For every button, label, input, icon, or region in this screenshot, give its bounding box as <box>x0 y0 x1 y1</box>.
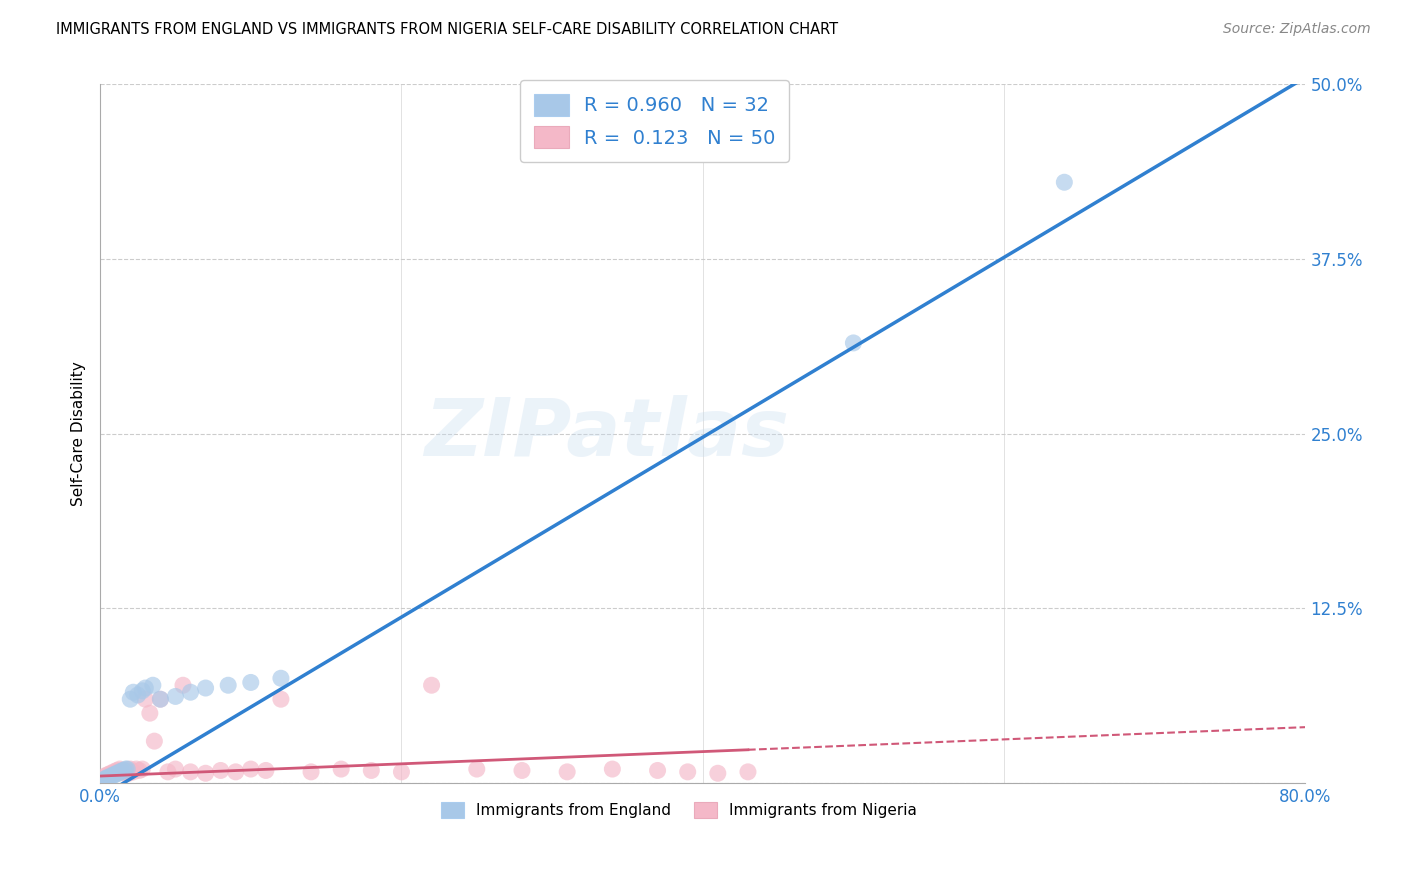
Point <box>114 764 136 778</box>
Y-axis label: Self-Care Disability: Self-Care Disability <box>72 361 86 506</box>
Point <box>194 681 217 695</box>
Point <box>842 335 865 350</box>
Point <box>510 764 533 778</box>
Point <box>108 762 131 776</box>
Point <box>97 767 120 781</box>
Point <box>165 762 187 776</box>
Point <box>360 764 382 778</box>
Point <box>254 764 277 778</box>
Point <box>149 692 172 706</box>
Point <box>270 692 292 706</box>
Point <box>100 766 122 780</box>
Point <box>217 678 239 692</box>
Point <box>97 771 120 785</box>
Point <box>239 762 262 776</box>
Point <box>111 764 134 778</box>
Point <box>139 706 162 721</box>
Point <box>91 772 114 786</box>
Point <box>96 771 118 785</box>
Text: ZIPatlas: ZIPatlas <box>423 395 789 473</box>
Point <box>270 671 292 685</box>
Point <box>134 692 156 706</box>
Point <box>647 764 669 778</box>
Point <box>120 762 142 776</box>
Point <box>104 767 127 781</box>
Point <box>172 678 194 692</box>
Point <box>112 764 135 778</box>
Point <box>107 764 129 779</box>
Point <box>142 678 165 692</box>
Point <box>100 769 122 783</box>
Point <box>127 688 149 702</box>
Point <box>110 764 132 779</box>
Point <box>103 764 125 779</box>
Point <box>180 685 202 699</box>
Point <box>165 690 187 704</box>
Point <box>122 764 145 779</box>
Point <box>98 771 121 785</box>
Point <box>117 764 139 779</box>
Point <box>737 764 759 779</box>
Point <box>128 764 150 778</box>
Point <box>93 772 115 786</box>
Point <box>602 762 624 776</box>
Point <box>131 683 153 698</box>
Point <box>107 766 129 780</box>
Point <box>194 766 217 780</box>
Point <box>103 767 125 781</box>
Point <box>156 764 179 779</box>
Point <box>209 764 232 778</box>
Point <box>555 764 578 779</box>
Point <box>1053 175 1076 189</box>
Point <box>108 764 131 779</box>
Point <box>93 769 115 783</box>
Point <box>122 685 145 699</box>
Point <box>707 766 730 780</box>
Point <box>420 678 443 692</box>
Point <box>131 762 153 776</box>
Text: IMMIGRANTS FROM ENGLAND VS IMMIGRANTS FROM NIGERIA SELF-CARE DISABILITY CORRELAT: IMMIGRANTS FROM ENGLAND VS IMMIGRANTS FR… <box>56 22 838 37</box>
Point <box>125 762 148 776</box>
Point <box>299 764 322 779</box>
Point <box>676 764 699 779</box>
Point <box>239 675 262 690</box>
Point <box>112 766 135 780</box>
Point <box>96 772 118 786</box>
Point <box>105 764 128 778</box>
Point <box>101 769 124 783</box>
Point <box>225 764 247 779</box>
Point <box>391 764 413 779</box>
Text: Source: ZipAtlas.com: Source: ZipAtlas.com <box>1223 22 1371 37</box>
Point <box>114 762 136 776</box>
Point <box>465 762 488 776</box>
Point <box>105 766 128 780</box>
Point <box>117 762 139 776</box>
Point <box>111 764 134 779</box>
Point <box>118 766 141 780</box>
Point <box>98 769 121 783</box>
Point <box>143 734 166 748</box>
Legend: Immigrants from England, Immigrants from Nigeria: Immigrants from England, Immigrants from… <box>434 796 922 824</box>
Point <box>149 692 172 706</box>
Point <box>104 766 127 780</box>
Point <box>134 681 156 695</box>
Point <box>120 692 142 706</box>
Point <box>91 773 114 788</box>
Point <box>180 764 202 779</box>
Point <box>330 762 353 776</box>
Point <box>110 764 132 778</box>
Point <box>101 767 124 781</box>
